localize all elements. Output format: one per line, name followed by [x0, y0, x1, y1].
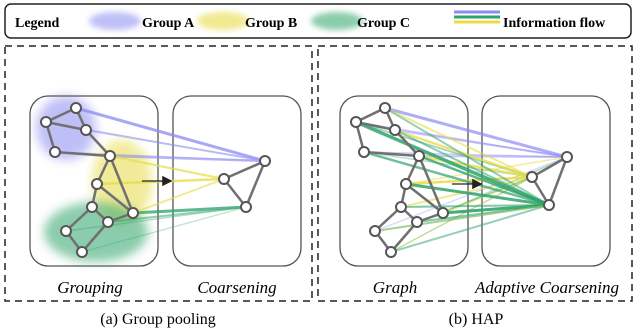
legend-information-flow: Information flow [503, 16, 606, 31]
adaptive-coarsening-label: Adaptive Coarsening [474, 278, 619, 297]
coarsening-label: Coarsening [197, 278, 276, 297]
panel-a-graph-nodes [40, 102, 139, 258]
group-c-swatch [311, 12, 363, 30]
panel-a-border [4, 45, 313, 302]
panel-a-coarse-nodes [218, 155, 271, 213]
group-a-blob [36, 96, 96, 160]
panel-group-pooling: Grouping Coarsening [4, 45, 313, 302]
caption-a: (a) Group pooling [100, 311, 216, 328]
information-flow-swatch [454, 10, 500, 24]
legend-title: Legend [15, 16, 60, 31]
panel-b-flow-lines [355, 106, 568, 253]
group-a-swatch [89, 12, 141, 30]
panel-a-coarse-edges [223, 159, 267, 208]
legend-group-c: Group C [357, 16, 410, 31]
panel-b-graph-nodes [350, 102, 449, 258]
panel-b-border [317, 45, 633, 302]
graph-label: Graph [373, 278, 417, 297]
legend: Legend Group A Group B Group C Informati… [4, 3, 632, 39]
panel-b-coarse-nodes [526, 151, 573, 211]
group-b-swatch [197, 12, 249, 30]
legend-group-a: Group A [142, 16, 195, 31]
grouping-label: Grouping [57, 278, 123, 297]
panel-hap: Graph Adaptive Coarsening [317, 45, 633, 302]
caption-b: (b) HAP [449, 311, 504, 328]
legend-group-b: Group B [245, 16, 297, 31]
